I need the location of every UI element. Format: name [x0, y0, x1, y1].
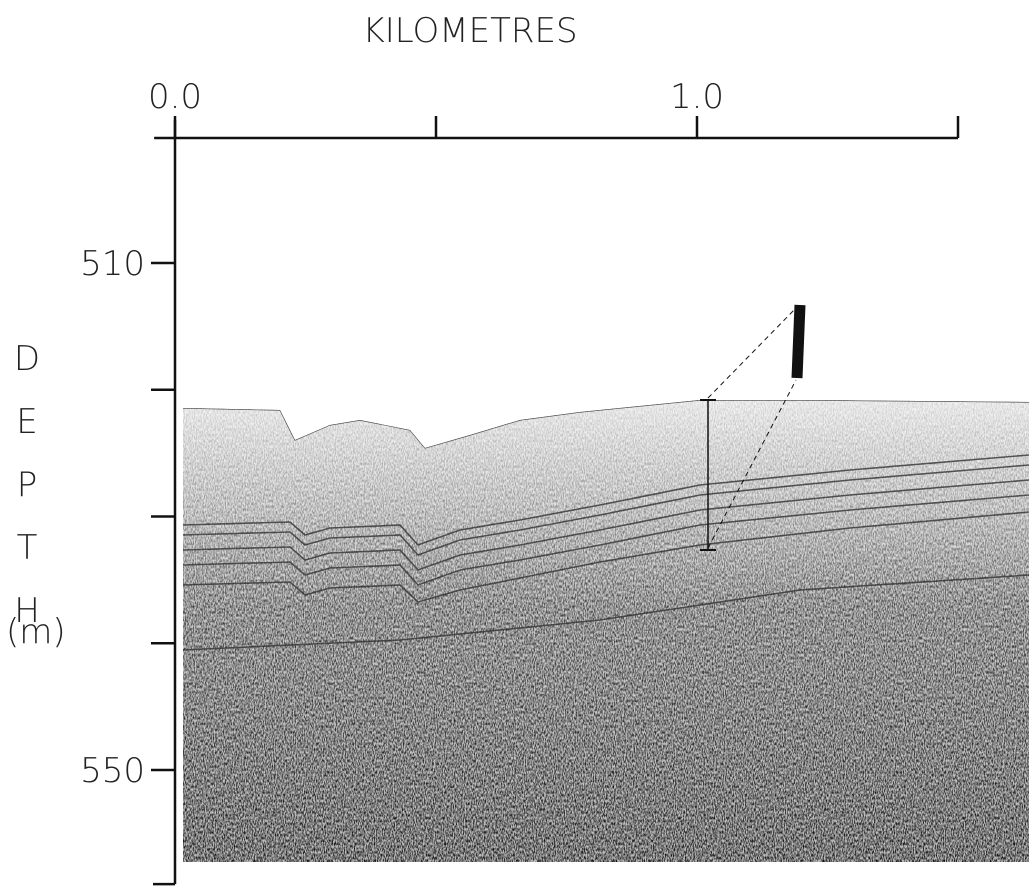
- y-tick-label: 550: [80, 751, 145, 791]
- x-tick-label: 1.0: [670, 77, 724, 117]
- y-tick-label: 510: [80, 244, 145, 284]
- y-axis-unit: (m): [6, 612, 66, 652]
- seismic-image: [183, 400, 1029, 862]
- annotation: [700, 304, 806, 551]
- x-axis-title: KILOMETRES: [362, 11, 577, 51]
- y-axis-title: DEPTH: [13, 339, 41, 631]
- x-tick-label: 0.0: [148, 77, 202, 117]
